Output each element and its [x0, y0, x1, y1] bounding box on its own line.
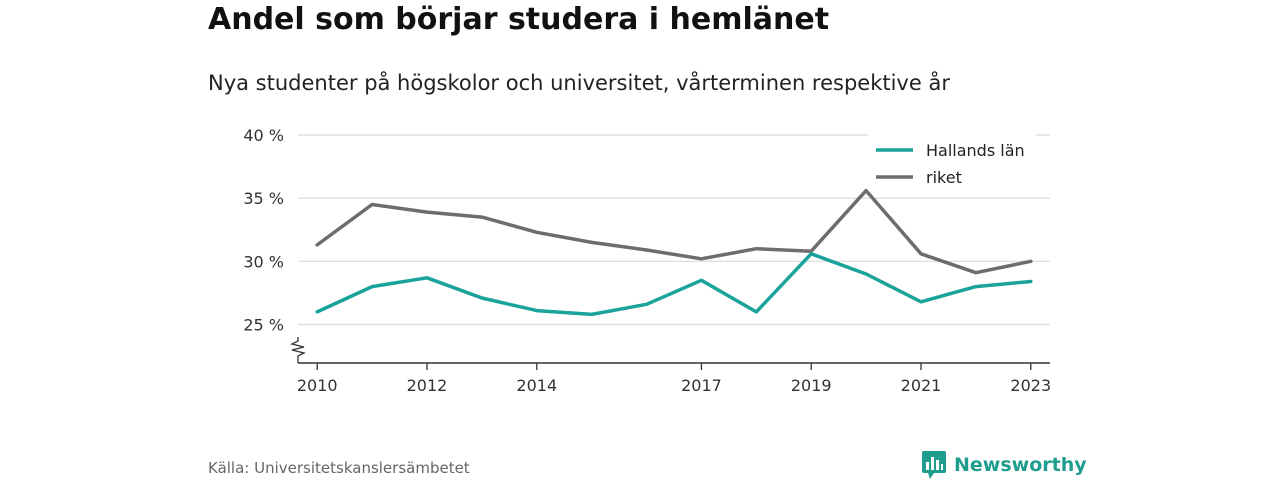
x-tick-label: 2023 [1010, 376, 1051, 395]
chart-title: Andel som börjar studera i hemlänet [208, 2, 830, 37]
y-tick-label: 30 % [243, 252, 284, 271]
x-tick-label: 2017 [681, 376, 722, 395]
legend-background [868, 133, 1036, 191]
legend-label: riket [926, 168, 962, 187]
line-chart: 25 % 30 % 35 % 40 % 2010 2012 2014 2017 2019 2021… [243, 126, 1051, 395]
x-tick-label: 2012 [407, 376, 448, 395]
brand-logo: Newsworthy [922, 450, 1087, 480]
series-line-hallands [315, 252, 1033, 317]
bar-chart-bubble-icon [922, 451, 946, 479]
y-tick-label: 35 % [243, 189, 284, 208]
x-tick-label: 2019 [791, 376, 832, 395]
chart-subtitle: Nya studenter på högskolor och universit… [208, 71, 950, 95]
x-tick-label: 2010 [297, 376, 338, 395]
y-tick-label: 25 % [243, 316, 284, 335]
brand-name: Newsworthy [954, 454, 1087, 476]
source-note: Källa: Universitetskanslersämbetet [208, 459, 470, 477]
y-tick-label: 40 % [243, 126, 284, 145]
y-axis-break-icon [290, 337, 306, 363]
x-tick-label: 2021 [901, 376, 942, 395]
legend-label: Hallands län [926, 141, 1025, 160]
series-line-riket [315, 188, 1033, 275]
x-tick-label: 2014 [516, 376, 557, 395]
legend: Hallands län riket [868, 133, 1036, 191]
